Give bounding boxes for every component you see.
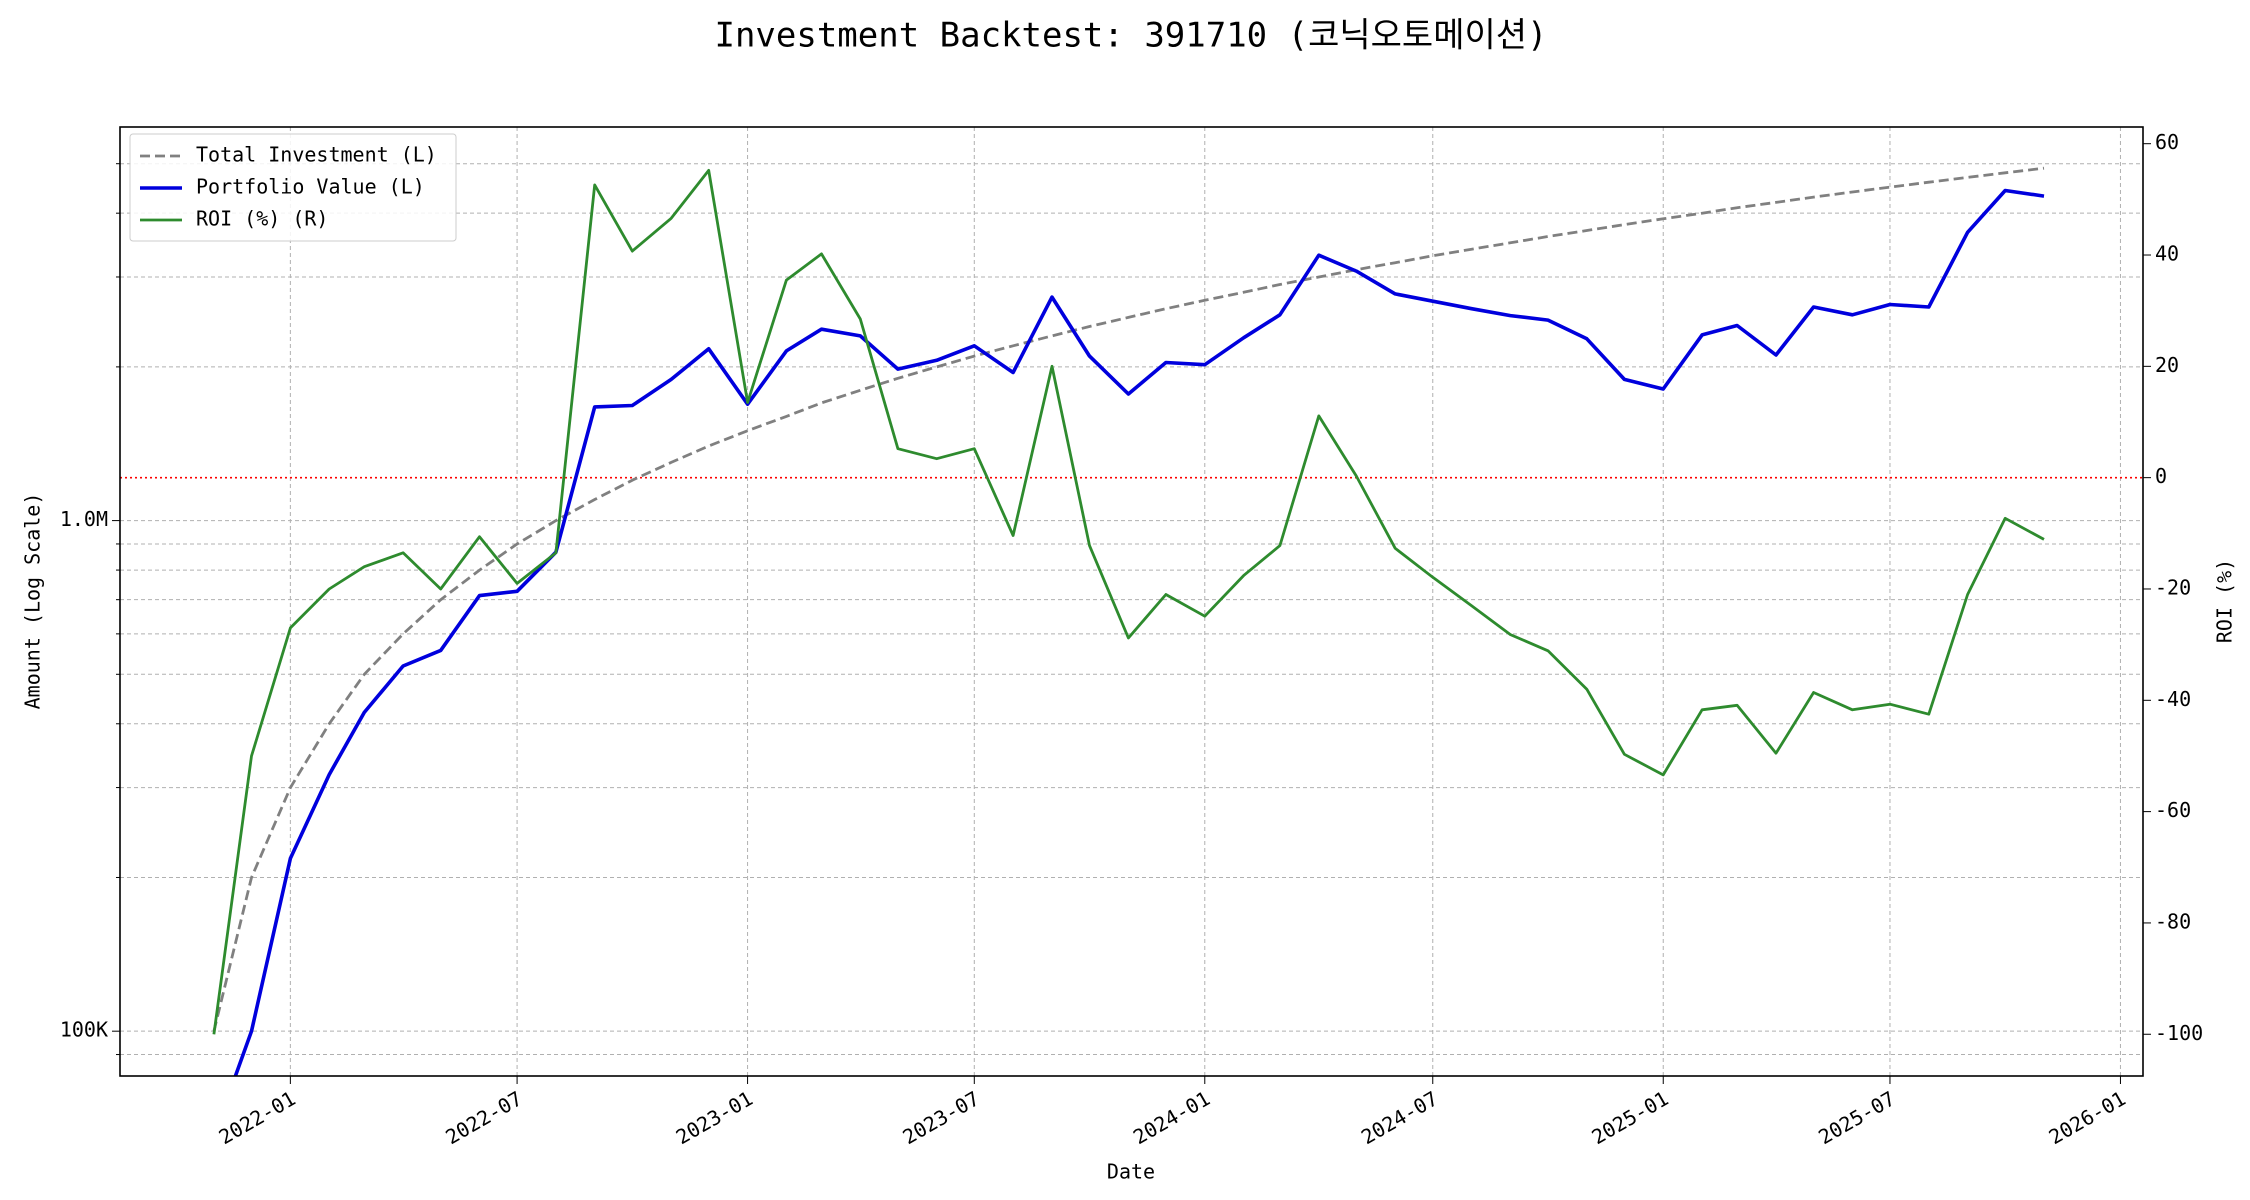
x-tick-label: 2024-07 <box>1357 1086 1442 1149</box>
legend-label: Total Investment (L) <box>196 143 437 167</box>
series-line <box>212 166 2045 1032</box>
x-tick-label: 2025-07 <box>1814 1086 1899 1149</box>
x-tick-label: 2026-01 <box>2045 1086 2130 1149</box>
x-tick-label: 2024-01 <box>1129 1086 1214 1149</box>
legend-box <box>129 133 457 242</box>
x-axis-label: Date <box>1107 1160 1155 1184</box>
chart-title: Investment Backtest: 391710 (코닉오토메이션) <box>714 16 1547 56</box>
series-line <box>212 169 2045 1035</box>
y2-tick-label: 0 <box>2155 464 2167 488</box>
x-tick-label: 2025-01 <box>1587 1086 1672 1149</box>
y-axis-label: Amount (Log Scale) <box>21 493 45 710</box>
y2-tick-label: -20 <box>2155 575 2191 599</box>
x-tick-label: 2022-01 <box>215 1086 300 1149</box>
plot-lines <box>212 166 2045 1076</box>
legend-label: Portfolio Value (L) <box>196 175 425 199</box>
y2-tick-label: 60 <box>2155 130 2179 154</box>
legend-label: ROI (%) (R) <box>196 207 328 231</box>
y-tick-label: 100K <box>60 1018 108 1042</box>
x-tick-label: 2022-07 <box>441 1086 526 1149</box>
y2-tick-label: -40 <box>2155 687 2191 711</box>
x-tick-label: 2023-07 <box>899 1086 984 1149</box>
y2-tick-label: -60 <box>2155 798 2191 822</box>
y2-tick-label: 20 <box>2155 353 2179 377</box>
x-tick-label: 2023-01 <box>672 1086 757 1149</box>
series-line <box>233 188 2045 1076</box>
plot-frame <box>119 126 2144 1077</box>
y2-tick-label: -100 <box>2155 1021 2203 1045</box>
y-tick-label: 1.0M <box>60 507 108 531</box>
y2-tick-label: -80 <box>2155 909 2191 933</box>
y2-tick-label: 40 <box>2155 242 2179 266</box>
y2-axis-label: ROI (%) <box>2213 559 2237 643</box>
